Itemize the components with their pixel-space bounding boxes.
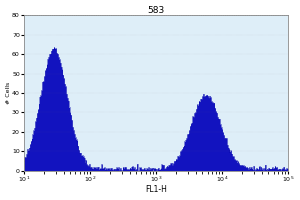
Title: 583: 583	[148, 6, 165, 15]
Y-axis label: # Cells: # Cells	[6, 82, 10, 104]
X-axis label: FL1-H: FL1-H	[145, 185, 167, 194]
